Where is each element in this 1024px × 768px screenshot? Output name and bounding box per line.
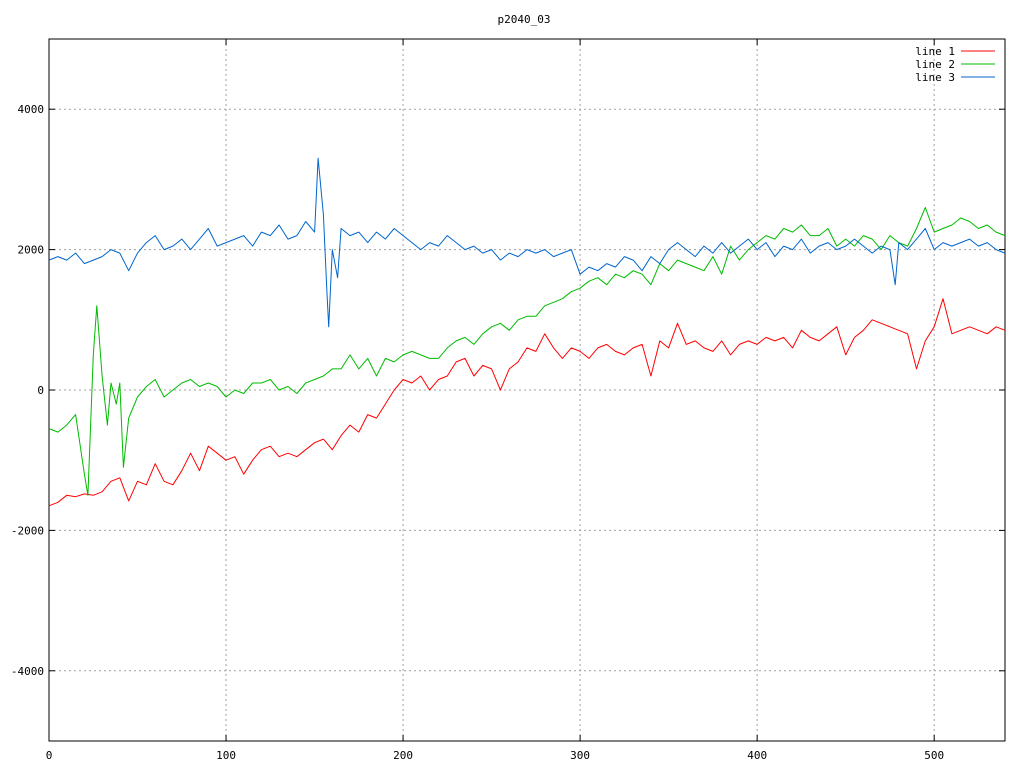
y-tick-label: 2000 <box>18 244 45 257</box>
axis-ticks <box>48 39 1005 741</box>
x-tick-label: 300 <box>570 749 590 762</box>
y-tick-label: -2000 <box>11 524 44 537</box>
series-line-1 <box>48 298 1006 507</box>
x-tick-label: 100 <box>216 749 236 762</box>
legend-label: line 1 <box>915 45 955 58</box>
x-tick-label: 0 <box>46 749 53 762</box>
y-tick-label: -4000 <box>11 665 44 678</box>
x-axis-tick-labels: 0 100 200 300 400 500 <box>46 749 944 762</box>
x-tick-label: 400 <box>747 749 767 762</box>
chart-title: p2040_03 <box>498 13 551 26</box>
x-tick-label: 500 <box>924 749 944 762</box>
series-line-2 <box>48 207 1006 496</box>
grid-lines <box>49 39 1005 741</box>
y-axis-tick-labels: -4000 -2000 0 2000 4000 <box>11 103 44 678</box>
y-tick-label: 0 <box>37 384 44 397</box>
plot-frame <box>48 38 1006 742</box>
legend-label: line 2 <box>915 58 955 71</box>
series-lines <box>48 157 1006 507</box>
series-line-3 <box>48 157 1006 328</box>
legend-label: line 3 <box>915 71 955 84</box>
x-tick-label: 200 <box>393 749 413 762</box>
y-tick-label: 4000 <box>18 103 45 116</box>
